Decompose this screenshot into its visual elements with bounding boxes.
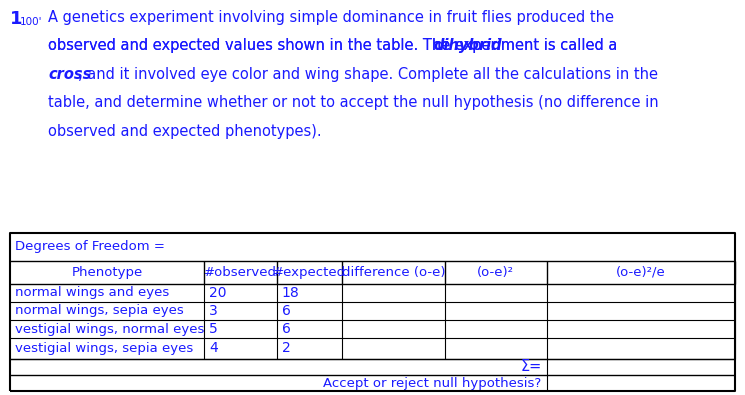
Text: 5: 5: [209, 322, 218, 336]
Text: #expected: #expected: [273, 266, 346, 278]
Text: cross: cross: [48, 67, 92, 82]
Text: observed and expected phenotypes).: observed and expected phenotypes).: [48, 124, 322, 139]
Text: 1: 1: [10, 10, 22, 28]
Text: 4: 4: [209, 341, 218, 356]
Text: (o-e)²: (o-e)²: [478, 266, 514, 278]
Text: (o-e)²/e: (o-e)²/e: [616, 266, 666, 278]
Text: Σ=: Σ=: [520, 359, 542, 374]
Text: Accept or reject null hypothesis?: Accept or reject null hypothesis?: [323, 377, 542, 389]
Text: 3: 3: [209, 304, 218, 318]
Text: difference (o-e): difference (o-e): [342, 266, 446, 278]
Text: observed and expected values shown in the table. The experiment is called a: observed and expected values shown in th…: [48, 38, 622, 53]
Text: 6: 6: [282, 304, 291, 318]
Text: , and it involved eye color and wing shape. Complete all the calculations in the: , and it involved eye color and wing sha…: [78, 67, 659, 82]
Text: dihybrid: dihybrid: [434, 38, 502, 53]
Text: vestigial wings, normal eyes: vestigial wings, normal eyes: [15, 323, 204, 335]
Text: 18: 18: [282, 286, 299, 300]
Text: Phenotype: Phenotype: [72, 266, 142, 278]
Text: Degrees of Freedom =: Degrees of Freedom =: [15, 241, 165, 253]
Text: observed and expected values shown in the table. The experiment is called a: observed and expected values shown in th…: [48, 38, 622, 53]
Text: table, and determine whether or not to accept the null hypothesis (no difference: table, and determine whether or not to a…: [48, 95, 659, 110]
Text: 20: 20: [209, 286, 227, 300]
Text: 2: 2: [282, 341, 291, 356]
Text: normal wings and eyes: normal wings and eyes: [15, 286, 169, 299]
Text: 6: 6: [282, 322, 291, 336]
Text: #observed: #observed: [204, 266, 277, 278]
Text: A genetics experiment involving simple dominance in fruit flies produced the: A genetics experiment involving simple d…: [48, 10, 615, 25]
Text: 100': 100': [19, 17, 42, 26]
Text: normal wings, sepia eyes: normal wings, sepia eyes: [15, 305, 184, 317]
Text: vestigial wings, sepia eyes: vestigial wings, sepia eyes: [15, 342, 193, 355]
